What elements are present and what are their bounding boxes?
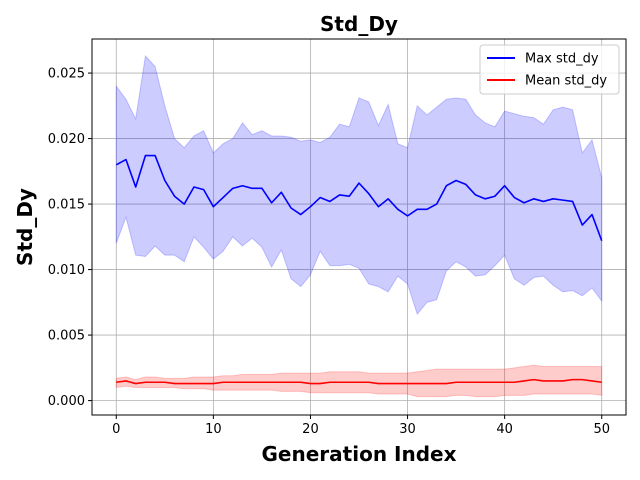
- series-line-max-std-dy: [115, 154, 603, 242]
- x-axis-title: Generation Index: [262, 442, 457, 466]
- series-line-mean-std-dy: [116, 378, 602, 385]
- band-mean-std-dy: [115, 364, 603, 398]
- x-tick-label: 10: [205, 422, 222, 437]
- confidence-bands: [115, 54, 603, 398]
- series-lines: [115, 154, 603, 385]
- axis-ticks: 0 10 20 30 40 50 0.000 0.005 0.010 0.015 0.020 0.02…: [48, 67, 610, 437]
- plot-frame: [91, 38, 627, 416]
- y-tick-label: 0.020: [48, 132, 85, 147]
- grid: [92, 39, 626, 415]
- legend-label-max-std-dy: Max std_dy: [525, 52, 599, 67]
- x-tick-label: 50: [593, 422, 610, 437]
- x-tick-label: 0: [112, 422, 120, 437]
- legend-label-mean-std-dy: Mean std_dy: [525, 74, 607, 89]
- y-tick-label: 0.025: [48, 67, 85, 82]
- x-tick-label: 30: [399, 422, 416, 437]
- legend: Max std_dy Mean std_dy: [479, 44, 620, 95]
- x-tick-label: 20: [302, 422, 319, 437]
- y-tick-label: 0.010: [48, 263, 85, 278]
- chart-title: Std_Dy: [320, 12, 398, 36]
- x-tick-label: 40: [496, 422, 513, 437]
- y-tick-label: 0.000: [48, 394, 85, 409]
- band-max-std-dy: [115, 54, 603, 316]
- y-tick-label: 0.015: [48, 198, 85, 213]
- y-axis-title: Std_Dy: [13, 188, 37, 266]
- y-tick-label: 0.005: [48, 329, 85, 344]
